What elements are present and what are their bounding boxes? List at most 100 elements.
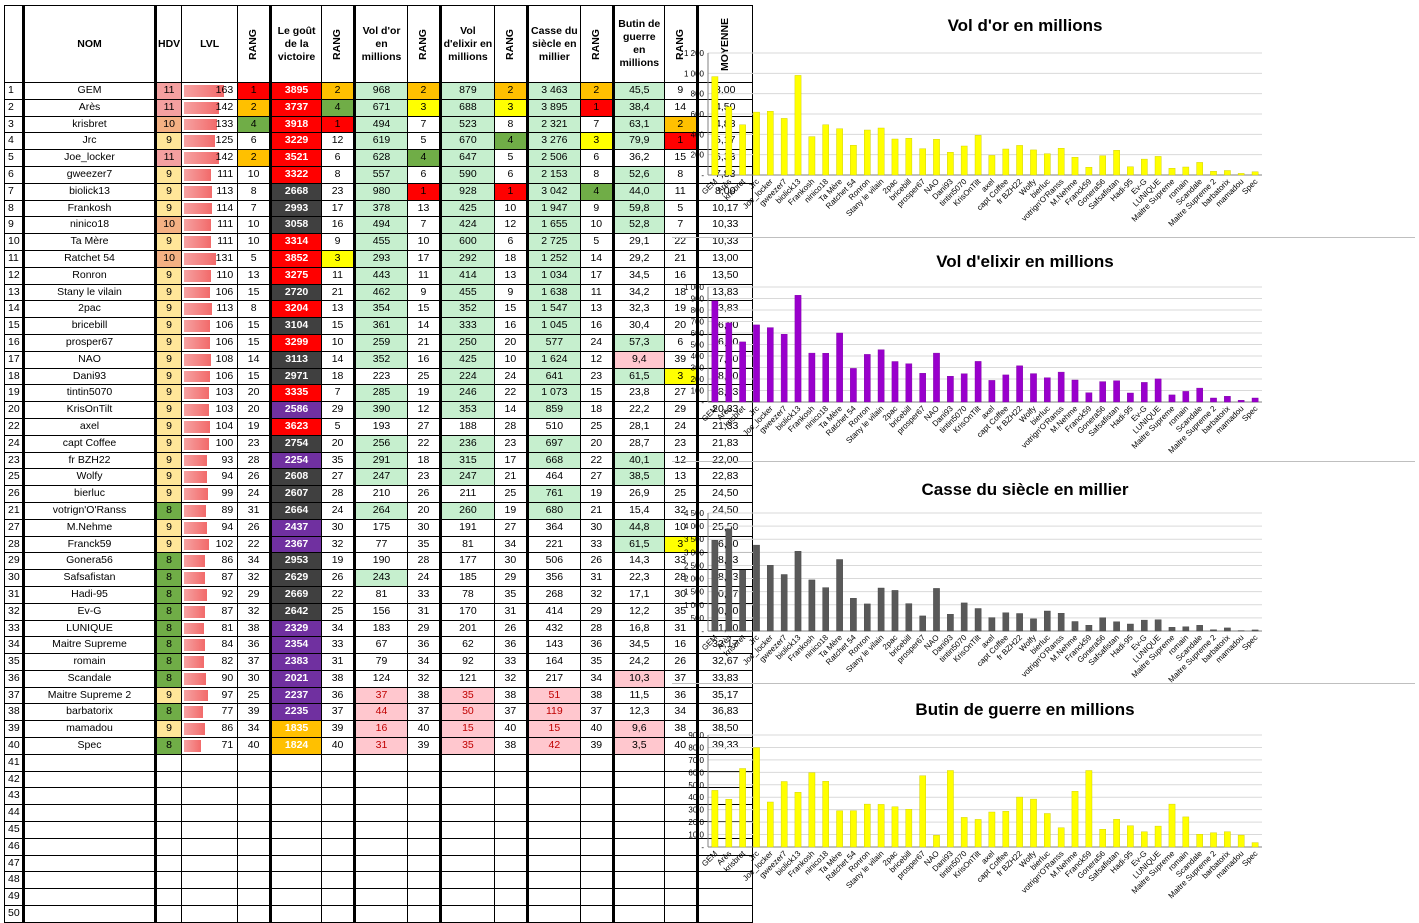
- level-value: 104: [216, 420, 234, 432]
- cell-cs: 221: [527, 536, 580, 553]
- bar-21: [1003, 375, 1009, 402]
- cell-cs: 364: [527, 519, 580, 536]
- bar-16: [933, 139, 939, 175]
- bar-39: [1252, 630, 1258, 631]
- empty-cell: [182, 872, 238, 889]
- empty-cell: [580, 855, 613, 872]
- cell-hdv: 11: [156, 150, 182, 167]
- cell-lvl: 111: [182, 234, 238, 251]
- bar-13: [892, 139, 898, 175]
- cell-r2: 17: [322, 200, 355, 217]
- cell-bg: 44,0: [613, 183, 664, 200]
- empty-cell: [156, 889, 182, 906]
- cell-lgv: 2237: [271, 687, 322, 704]
- bar-24: [1044, 814, 1050, 848]
- level-value: 111: [217, 168, 233, 180]
- cell-r3: 21: [408, 334, 441, 351]
- empty-cell: 41: [5, 754, 24, 771]
- bar-1: [726, 529, 732, 631]
- cell-n: 12: [5, 267, 24, 284]
- cell-r4: 3: [494, 99, 527, 116]
- cell-lgv: 3058: [271, 217, 322, 234]
- level-bar: [184, 555, 205, 567]
- empty-cell: [440, 872, 494, 889]
- empty-cell: [238, 805, 271, 822]
- bar-3: [753, 325, 759, 402]
- cell-r5: 4: [580, 183, 613, 200]
- bar-37: [1224, 396, 1230, 402]
- cell-nom: Stany le vilain: [24, 284, 156, 301]
- cell-nom: barbatorix: [24, 704, 156, 721]
- bar-24: [1044, 378, 1050, 402]
- empty-cell: [613, 754, 664, 771]
- cell-lvl: 86: [182, 721, 238, 738]
- cell-hdv: 9: [156, 318, 182, 335]
- bar-38: [1238, 173, 1244, 175]
- bar-12: [878, 128, 884, 175]
- cell-hdv: 8: [156, 654, 182, 671]
- empty-cell: [408, 771, 441, 788]
- cell-el: 224: [440, 368, 494, 385]
- cell-n: 14: [5, 301, 24, 318]
- level-bar: [184, 287, 210, 299]
- bar-34: [1183, 167, 1189, 175]
- empty-cell: [271, 771, 322, 788]
- cell-lgv: 3895: [271, 83, 322, 100]
- bar-6: [795, 551, 801, 631]
- chart-title: Vol d'elixir en millions: [936, 252, 1114, 271]
- bar-9: [837, 560, 843, 632]
- bar-18: [961, 817, 967, 847]
- cell-hdv: 9: [156, 284, 182, 301]
- cell-lgv: 2586: [271, 402, 322, 419]
- empty-cell: [580, 754, 613, 771]
- empty-cell: [580, 822, 613, 839]
- cell-r1: 25: [238, 687, 271, 704]
- cell-bg: 3,5: [613, 738, 664, 755]
- cell-or: 31: [355, 738, 408, 755]
- bar-19: [975, 361, 981, 402]
- y-tick-label: 200: [691, 151, 705, 160]
- cell-r1: 31: [238, 502, 271, 519]
- cell-r3: 13: [408, 200, 441, 217]
- cell-or: 285: [355, 385, 408, 402]
- level-bar: [184, 320, 210, 332]
- cell-r4: 23: [494, 435, 527, 452]
- cell-r5: 32: [580, 586, 613, 603]
- cell-r3: 10: [408, 234, 441, 251]
- cell-nom: M.Nehme: [24, 519, 156, 536]
- cell-el: 191: [440, 519, 494, 536]
- bar-3: [753, 748, 759, 847]
- cell-lgv: 3204: [271, 301, 322, 318]
- cell-r4: 1: [494, 183, 527, 200]
- cell-or: 494: [355, 217, 408, 234]
- empty-row: 44: [5, 805, 753, 822]
- empty-cell: [613, 889, 664, 906]
- empty-cell: [24, 855, 156, 872]
- cell-hdv: 9: [156, 402, 182, 419]
- bar-16: [933, 835, 939, 847]
- cell-r5: 39: [580, 738, 613, 755]
- bar-10: [850, 811, 856, 847]
- cell-nom: Gonera56: [24, 553, 156, 570]
- bar-21: [1003, 149, 1009, 175]
- empty-cell: [238, 788, 271, 805]
- empty-cell: [322, 805, 355, 822]
- empty-cell: [182, 838, 238, 855]
- cell-hdv: 9: [156, 234, 182, 251]
- y-tick-label: -: [701, 171, 704, 180]
- bar-22: [1017, 366, 1023, 402]
- cell-lvl: 84: [182, 637, 238, 654]
- bar-27: [1086, 167, 1092, 175]
- cell-or: 462: [355, 284, 408, 301]
- cell-r2: 32: [322, 536, 355, 553]
- level-value: 103: [216, 386, 234, 398]
